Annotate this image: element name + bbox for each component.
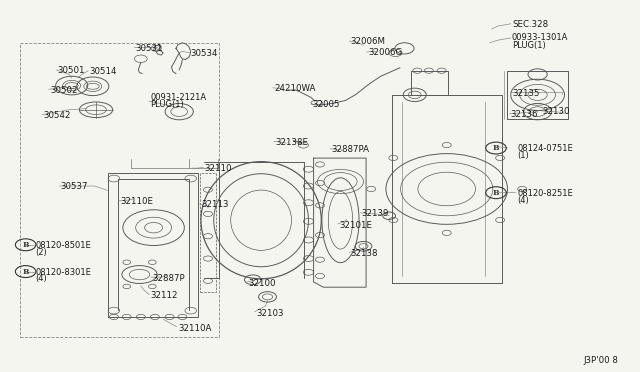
- Text: (4): (4): [35, 275, 47, 283]
- Text: (1): (1): [517, 151, 529, 160]
- Bar: [20, 43, 219, 337]
- Text: 32110: 32110: [205, 164, 232, 173]
- Text: 30514: 30514: [90, 67, 117, 76]
- Text: 32100: 32100: [248, 279, 276, 288]
- Text: 32101E: 32101E: [339, 221, 372, 230]
- Text: 08124-0751E: 08124-0751E: [517, 144, 573, 153]
- Text: 32138E: 32138E: [275, 138, 308, 147]
- Text: 30531: 30531: [136, 44, 163, 53]
- Text: 32103: 32103: [256, 309, 284, 318]
- Text: B: B: [493, 144, 499, 152]
- Text: 30502: 30502: [50, 86, 77, 94]
- Text: 30534: 30534: [191, 49, 218, 58]
- Text: (2): (2): [35, 248, 47, 257]
- Text: 32135: 32135: [512, 89, 540, 97]
- Text: 32112: 32112: [150, 291, 178, 300]
- Text: 32887PA: 32887PA: [332, 145, 369, 154]
- Text: 32110E: 32110E: [120, 197, 154, 206]
- Text: 32006G: 32006G: [368, 48, 403, 57]
- Text: 32130: 32130: [543, 107, 570, 116]
- Text: J3P'00 8: J3P'00 8: [584, 356, 618, 365]
- Bar: [200, 173, 216, 292]
- Text: 32136: 32136: [511, 110, 538, 119]
- Text: 32113: 32113: [201, 200, 228, 209]
- Text: 30501: 30501: [58, 66, 85, 75]
- Text: 00933-1301A: 00933-1301A: [512, 33, 568, 42]
- Text: PLUG(1): PLUG(1): [512, 41, 546, 50]
- Text: 30537: 30537: [61, 182, 88, 191]
- Text: PLUG(1): PLUG(1): [150, 100, 184, 109]
- Text: 00931-2121A: 00931-2121A: [150, 93, 207, 102]
- Text: 32110A: 32110A: [178, 324, 211, 333]
- Text: 32006M: 32006M: [351, 37, 386, 46]
- Text: 24210WA: 24210WA: [274, 84, 316, 93]
- Text: 08120-8301E: 08120-8301E: [35, 268, 91, 277]
- Text: 08120-8251E: 08120-8251E: [517, 189, 573, 198]
- Text: B: B: [493, 189, 499, 197]
- Text: 08120-8501E: 08120-8501E: [35, 241, 91, 250]
- Text: SEC.328: SEC.328: [512, 20, 548, 29]
- Text: 32887P: 32887P: [152, 274, 185, 283]
- Text: (4): (4): [517, 196, 529, 205]
- Text: 32139: 32139: [362, 209, 389, 218]
- Text: 32005: 32005: [312, 100, 340, 109]
- Text: B: B: [22, 241, 29, 249]
- Text: 32138: 32138: [351, 249, 378, 258]
- Text: B: B: [22, 267, 29, 276]
- Text: 30542: 30542: [44, 111, 71, 120]
